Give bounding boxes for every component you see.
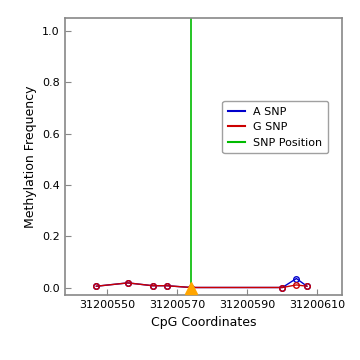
Legend: A SNP, G SNP, SNP Position: A SNP, G SNP, SNP Position — [222, 101, 328, 153]
Y-axis label: Methylation Frequency: Methylation Frequency — [24, 85, 37, 228]
X-axis label: CpG Coordinates: CpG Coordinates — [150, 316, 256, 329]
